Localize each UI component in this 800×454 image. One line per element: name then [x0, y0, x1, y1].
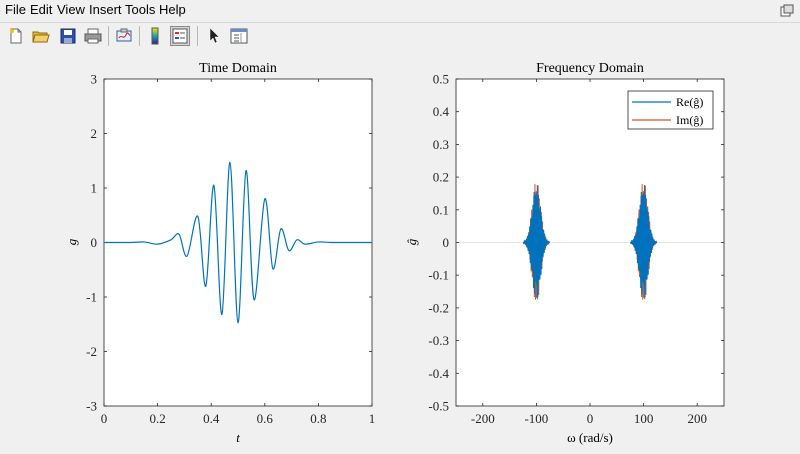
property-inspector-icon[interactable] — [229, 26, 249, 46]
time-xtick-label: 0 — [101, 411, 108, 426]
freq-ytick-label: -0.4 — [428, 366, 449, 381]
print-icon[interactable] — [83, 26, 103, 46]
freq-axes-title: Frequency Domain — [536, 61, 644, 76]
toolbar-separator — [197, 26, 198, 46]
toolbar — [0, 22, 800, 51]
time-xtick-label: 0.4 — [203, 411, 220, 426]
time-ytick-label: 3 — [91, 72, 98, 87]
freq-xtick-label: 100 — [634, 411, 654, 426]
menu-view[interactable]: View — [57, 2, 85, 17]
time-xtick-label: 1 — [369, 411, 376, 426]
time-ytick-label: -3 — [86, 399, 97, 414]
freq-ytick-label: 0.4 — [433, 104, 450, 119]
legend-icon[interactable] — [170, 26, 190, 46]
time-xtick-label: 0.6 — [257, 411, 274, 426]
menu-edit[interactable]: Edit — [30, 2, 53, 17]
freq-ytick-label: -0.3 — [428, 333, 449, 348]
freq-ytick-label: 0.2 — [433, 170, 449, 185]
legend-box — [627, 90, 714, 130]
freq-axes-ticks: -200 -100 0 100 200 -0.5 -0.4 -0.3 -0.2 -0.1 0 0.1 0… — [428, 72, 724, 426]
freq-ytick-label: 0 — [443, 235, 450, 250]
toolbar-separator — [108, 26, 109, 46]
freq-axes-xlabel: ω (rad/s) — [567, 430, 613, 445]
time-xtick-label: 0.2 — [149, 411, 165, 426]
menu-file[interactable]: File — [5, 2, 26, 17]
freq-xtick-label: -200 — [471, 411, 495, 426]
freq-ytick-label: 0.3 — [433, 137, 449, 152]
time-axes-title: Time Domain — [199, 61, 277, 76]
freq-ytick-label: -0.1 — [428, 268, 449, 283]
time-ytick-label: 1 — [91, 181, 98, 196]
freq-ytick-label: 0.1 — [433, 202, 449, 217]
menu-insert[interactable]: Insert — [89, 2, 122, 17]
menu-help[interactable]: Help — [159, 2, 186, 17]
time-ytick-label: -1 — [86, 290, 97, 305]
save-icon[interactable] — [58, 26, 78, 46]
legend-label-im: Im(ĝ) — [676, 113, 703, 127]
time-ytick-label: -2 — [86, 344, 97, 359]
new-figure-icon[interactable] — [6, 26, 26, 46]
pointer-icon[interactable] — [204, 26, 224, 46]
link-plot-icon[interactable] — [114, 26, 134, 46]
freq-ytick-label: -0.5 — [428, 399, 449, 414]
open-icon[interactable] — [31, 26, 51, 46]
freq-xtick-label: -100 — [524, 411, 548, 426]
menu-bar: File Edit View Insert Tools Help — [0, 0, 800, 22]
time-axes-xlabel: t — [236, 430, 240, 445]
figure-canvas: Time Domain t g 0 0.2 0.4 0.6 0.8 1 -3 -2 -1 0 1 2 3… — [0, 50, 800, 449]
time-axes-ticks: 0 0.2 0.4 0.6 0.8 1 -3 -2 -1 0 1 2 3 — [86, 72, 375, 427]
freq-real-line — [522, 185, 658, 298]
legend-label-re: Re(ĝ) — [676, 95, 703, 109]
freq-xtick-label: 0 — [587, 411, 594, 426]
colorbar-icon[interactable] — [145, 26, 165, 46]
time-domain-axes[interactable]: Time Domain t g 0 0.2 0.4 0.6 0.8 1 -3 -2 -1 0 1 2 3 — [64, 61, 375, 445]
plot-svg: Time Domain t g 0 0.2 0.4 0.6 0.8 1 -3 -2 -1 0 1 2 3… — [64, 61, 725, 445]
freq-axes-ylabel: ĝ — [404, 238, 419, 245]
time-xtick-label: 0.8 — [310, 411, 326, 426]
legend[interactable]: Re(ĝ) Im(ĝ) — [627, 90, 714, 130]
time-ytick-label: 2 — [91, 126, 98, 141]
menu-tools[interactable]: Tools — [125, 2, 156, 17]
freq-ytick-label: 0.5 — [433, 72, 449, 87]
time-signal-line — [103, 161, 373, 324]
dock-icon[interactable] — [780, 4, 794, 18]
frequency-domain-axes[interactable]: Frequency Domain ω (rad/s) ĝ -200 -100 0 10… — [404, 61, 725, 445]
toolbar-separator — [139, 26, 140, 46]
freq-ytick-label: -0.2 — [428, 300, 449, 315]
time-axes-ylabel: g — [64, 238, 79, 245]
time-ytick-label: 0 — [91, 235, 98, 250]
freq-xtick-label: 200 — [687, 411, 707, 426]
